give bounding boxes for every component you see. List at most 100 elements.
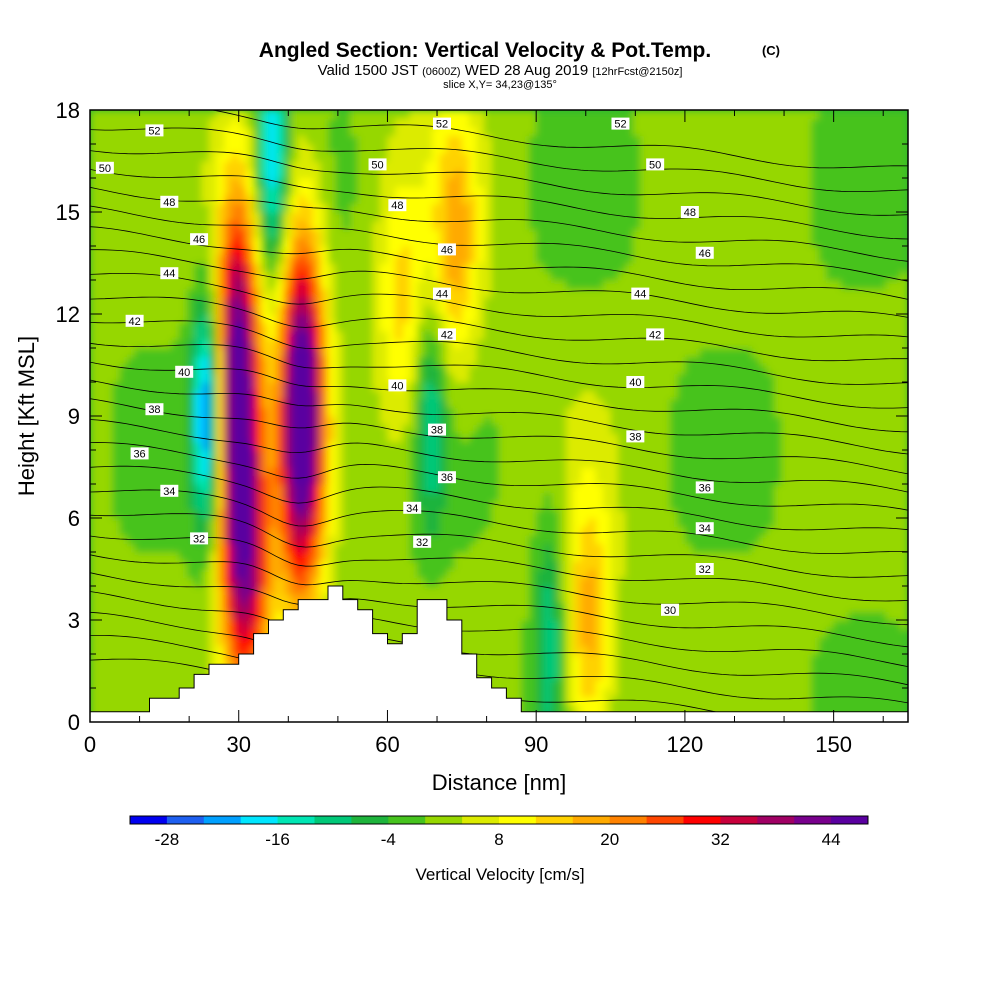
velocity-cell (268, 169, 277, 179)
velocity-cell (543, 705, 552, 715)
velocity-cell (432, 280, 441, 290)
velocity-cell (528, 637, 537, 647)
velocity-cell (313, 127, 322, 137)
velocity-cell (461, 237, 470, 247)
velocity-cell (327, 220, 336, 230)
velocity-cell (261, 314, 270, 324)
velocity-cell (454, 135, 463, 145)
velocity-cell (595, 458, 604, 468)
velocity-cell (223, 543, 232, 553)
velocity-cell (186, 271, 195, 281)
velocity-cell (223, 628, 232, 638)
velocity-cell (476, 305, 485, 315)
velocity-cell (573, 254, 582, 264)
velocity-cell (372, 441, 381, 451)
velocity-cell (551, 246, 560, 256)
velocity-cell (327, 458, 336, 468)
velocity-cell (156, 373, 165, 383)
velocity-cell (528, 220, 537, 230)
velocity-cell (179, 152, 188, 162)
velocity-cell (439, 280, 448, 290)
velocity-cell (246, 356, 255, 366)
velocity-cell (268, 441, 277, 451)
velocity-cell (290, 186, 299, 196)
velocity-cell (417, 407, 426, 417)
velocity-cell (350, 118, 359, 128)
velocity-cell (439, 186, 448, 196)
subtitle-forecast: [12hrFcst@2150z] (592, 66, 682, 78)
velocity-cell (119, 135, 128, 145)
velocity-cell (313, 229, 322, 239)
velocity-cell (469, 526, 478, 536)
velocity-cell (290, 560, 299, 570)
velocity-cell (194, 169, 203, 179)
velocity-cell (528, 229, 537, 239)
velocity-cell (565, 331, 574, 341)
velocity-cell (394, 433, 403, 443)
velocity-cell (342, 288, 351, 298)
velocity-cell (380, 127, 389, 137)
velocity-cell (335, 509, 344, 519)
velocity-cell (551, 399, 560, 409)
velocity-cell (439, 322, 448, 332)
velocity-cell (119, 348, 128, 358)
velocity-cell (142, 603, 151, 613)
velocity-cell (201, 280, 210, 290)
velocity-cell (551, 135, 560, 145)
velocity-cell (246, 399, 255, 409)
velocity-cell (528, 560, 537, 570)
velocity-cell (127, 628, 136, 638)
velocity-cell (595, 509, 604, 519)
velocity-cell (394, 560, 403, 570)
velocity-cell (194, 271, 203, 281)
velocity-cell (565, 509, 574, 519)
velocity-cell (208, 118, 218, 128)
velocity-cell (186, 118, 195, 128)
velocity-cell (275, 212, 284, 222)
velocity-cell (424, 501, 433, 511)
velocity-cell (603, 611, 612, 621)
velocity-cell (283, 178, 292, 188)
velocity-cell (402, 433, 411, 443)
velocity-cell (268, 254, 277, 264)
velocity-cell (417, 509, 426, 519)
velocity-cell (454, 475, 463, 485)
velocity-cell (551, 203, 560, 213)
velocity-cell (127, 441, 136, 451)
velocity-cell (305, 416, 314, 426)
velocity-cell (327, 373, 336, 383)
velocity-cell (156, 518, 165, 528)
velocity-cell (179, 552, 188, 562)
velocity-cell (164, 552, 173, 562)
velocity-cell (372, 518, 381, 528)
velocity-cell (573, 212, 582, 222)
velocity-cell (521, 484, 530, 494)
velocity-cell (491, 662, 500, 672)
velocity-cell (156, 178, 165, 188)
velocity-cell (588, 577, 597, 587)
velocity-cell (573, 696, 582, 706)
velocity-cell (580, 161, 589, 171)
velocity-cell (112, 475, 121, 485)
velocity-cell (461, 288, 470, 298)
velocity-cell (231, 229, 240, 239)
velocity-cell (171, 356, 180, 366)
velocity-cell (588, 297, 597, 307)
velocity-cell (261, 288, 270, 298)
velocity-cell (90, 467, 99, 477)
velocity-cell (543, 611, 552, 621)
velocity-cell (283, 186, 292, 196)
velocity-cell (238, 603, 247, 613)
velocity-cell (521, 110, 530, 120)
velocity-cell (513, 254, 522, 264)
velocity-cell (97, 178, 106, 188)
velocity-cell (446, 492, 455, 502)
velocity-cell (439, 594, 448, 604)
velocity-cell (298, 144, 307, 154)
velocity-cell (149, 161, 158, 171)
velocity-cell (283, 237, 292, 247)
velocity-cell (90, 331, 99, 341)
velocity-cell (573, 518, 582, 528)
velocity-cell (521, 662, 530, 672)
velocity-cell (491, 331, 500, 341)
